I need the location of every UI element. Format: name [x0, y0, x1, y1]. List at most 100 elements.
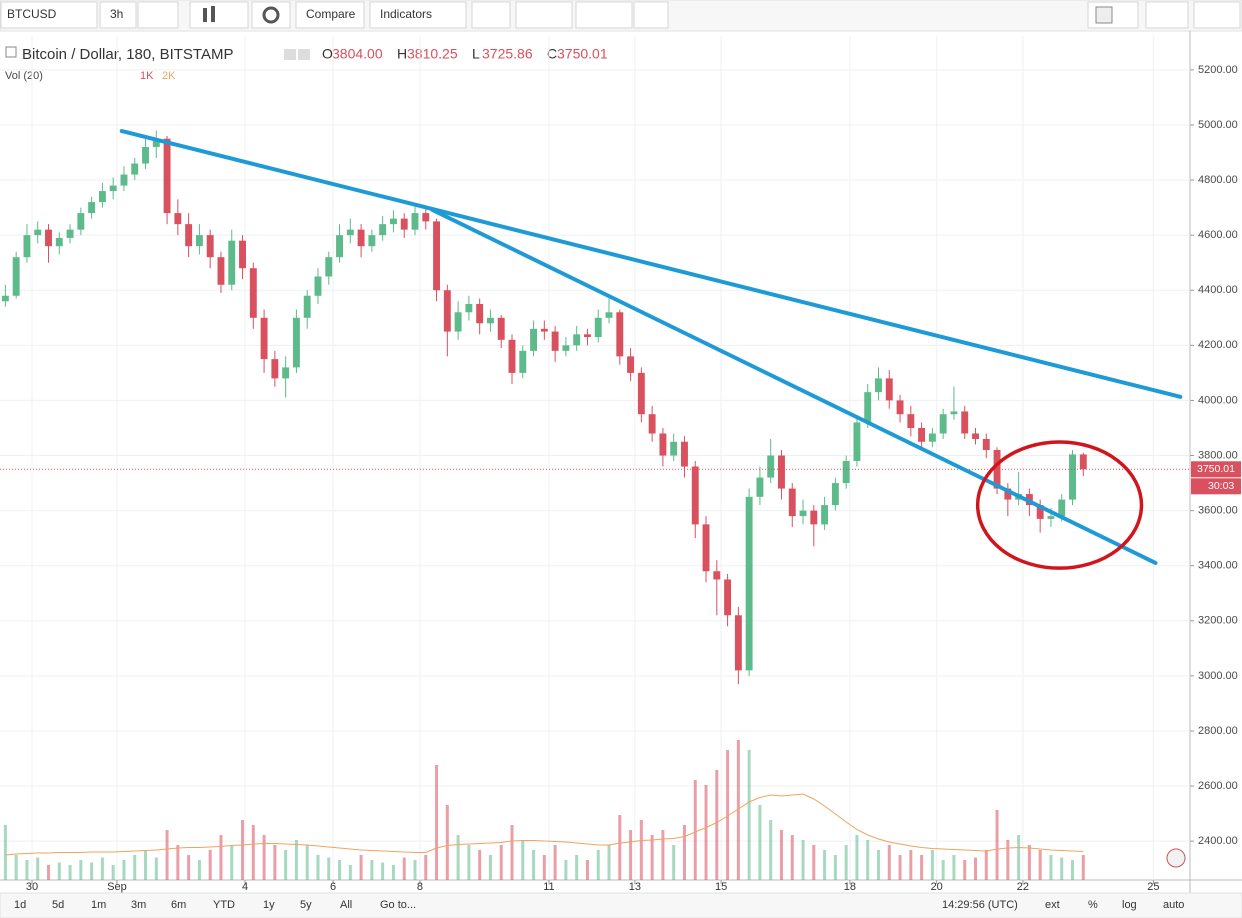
candle-body	[400, 218, 408, 230]
price-tag-label: 3750.01	[1197, 463, 1235, 475]
volume-bar	[187, 855, 191, 880]
volume-bar	[36, 857, 40, 880]
volume-bar	[90, 862, 94, 880]
volume-bar	[197, 860, 201, 880]
volume-bar	[855, 835, 859, 880]
candle-body	[55, 237, 63, 247]
symbol-box[interactable]	[0, 1, 98, 29]
volume-bar	[510, 825, 514, 880]
candle-body	[131, 163, 139, 175]
y-tick-label: 5200.00	[1198, 64, 1238, 76]
candle-body	[142, 147, 149, 164]
x-tick-label: 6	[330, 881, 336, 893]
countdown-tag	[1191, 478, 1241, 495]
volume-bar	[973, 857, 977, 880]
candle-body	[389, 218, 397, 225]
x-tick-label: 20	[931, 881, 943, 893]
range-button[interactable]: 1y	[263, 899, 275, 911]
range-button[interactable]: All	[340, 899, 352, 911]
volume-bar	[747, 750, 751, 880]
countdown-label: 30:03	[1208, 480, 1234, 492]
volume-bar	[305, 845, 309, 880]
y-tick-label: 4600.00	[1198, 229, 1238, 241]
candle-body	[605, 312, 613, 318]
candle-body	[336, 235, 343, 258]
candle-body	[1, 295, 9, 302]
candle-body	[77, 213, 85, 230]
volume-bar	[154, 857, 158, 880]
candle-body	[325, 257, 333, 277]
fullscreen-button[interactable]	[633, 1, 669, 29]
x-tick-label: 13	[629, 881, 641, 893]
scale-option[interactable]: log	[1122, 899, 1137, 911]
volume-bar	[1060, 857, 1064, 880]
volume-bar	[984, 850, 988, 880]
save-button[interactable]	[1193, 1, 1241, 29]
volume-bar	[294, 840, 298, 880]
volume-bar	[898, 855, 902, 880]
y-tick-label: 4400.00	[1198, 284, 1238, 296]
candle-body	[584, 334, 591, 338]
y-tick-label: 3600.00	[1198, 505, 1238, 517]
range-button[interactable]: 1d	[14, 899, 26, 911]
scale-option[interactable]: auto	[1163, 899, 1184, 911]
goto-button[interactable]: Go to...	[380, 899, 416, 911]
settings-button[interactable]	[251, 1, 291, 29]
volume-bar	[726, 750, 730, 880]
range-button[interactable]: 6m	[171, 899, 186, 911]
volume-bar	[1049, 855, 1053, 880]
candle-body	[228, 240, 236, 285]
idea-button[interactable]	[515, 1, 573, 29]
volume-bar	[920, 855, 924, 880]
volume-bar	[381, 862, 385, 880]
clock: 14:29:56 (UTC)	[942, 899, 1018, 911]
trendline	[119, 129, 1183, 399]
volume-bar	[488, 855, 492, 880]
volume-bar	[100, 857, 104, 880]
range-button[interactable]: YTD	[213, 899, 235, 911]
candle-body	[174, 213, 182, 225]
candle-body	[443, 290, 451, 332]
undo-redo[interactable]	[575, 1, 633, 29]
volume-bar	[176, 845, 180, 880]
volume-bar	[887, 845, 891, 880]
x-tick-label: 11	[543, 881, 554, 893]
indicators-button[interactable]	[369, 1, 467, 29]
candle-body	[1079, 454, 1087, 470]
candle-body	[163, 138, 171, 214]
compare-button[interactable]	[295, 1, 365, 29]
candle-body	[476, 304, 484, 324]
candle-body	[314, 276, 322, 296]
candle-body	[357, 229, 365, 247]
candle-body	[23, 235, 31, 258]
candle-body	[1047, 516, 1055, 519]
series-title: Bitcoin / Dollar, 180, BITSTAMP	[22, 46, 233, 63]
candle-body	[734, 615, 742, 671]
candle-body	[562, 345, 570, 351]
range-button[interactable]: 1m	[91, 899, 106, 911]
chart-style-button[interactable]	[189, 1, 249, 29]
scale-option[interactable]: %	[1088, 899, 1098, 911]
candle-body	[454, 312, 462, 332]
interval-button[interactable]	[99, 1, 137, 29]
range-button[interactable]: 5d	[52, 899, 64, 911]
volume-bar	[952, 855, 956, 880]
icon-gear	[262, 6, 280, 24]
range-button[interactable]: 5y	[300, 899, 312, 911]
ohlc-key: H	[397, 46, 407, 62]
interval-menu[interactable]	[137, 1, 179, 29]
alert-button[interactable]	[471, 1, 511, 29]
load-button[interactable]	[1145, 1, 1189, 29]
candle-body	[939, 414, 947, 434]
x-tick-label: 8	[417, 881, 423, 893]
volume-bar	[704, 785, 708, 880]
volume-bar	[14, 855, 18, 880]
volume-bar	[273, 845, 277, 880]
range-button[interactable]: 3m	[131, 899, 146, 911]
collapse-icon[interactable]	[5, 46, 17, 58]
scale-option[interactable]: ext	[1045, 899, 1060, 911]
volume-bar	[585, 860, 589, 880]
volume-bar	[790, 835, 794, 880]
candle-body	[282, 367, 290, 379]
candle-body	[433, 221, 440, 291]
